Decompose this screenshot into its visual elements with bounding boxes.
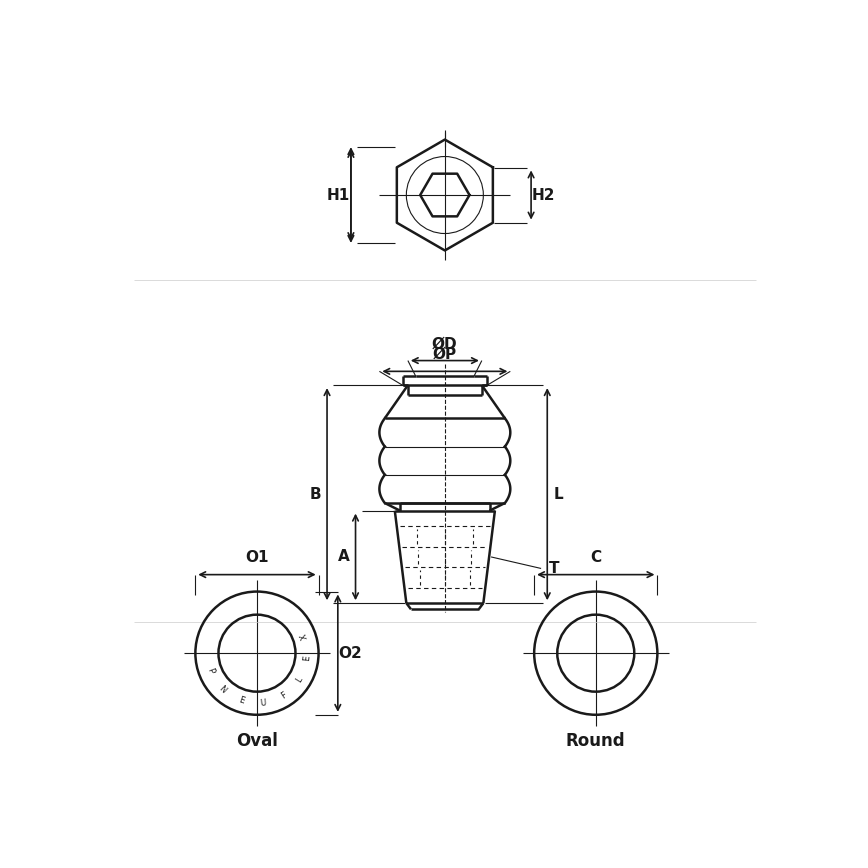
Text: F: F — [279, 690, 289, 700]
Text: ØD: ØD — [432, 336, 457, 352]
Text: T: T — [549, 561, 559, 576]
Text: L: L — [554, 487, 563, 502]
Text: B: B — [310, 487, 321, 502]
Text: A: A — [339, 549, 350, 564]
Text: Round: Round — [566, 732, 626, 750]
Text: E: E — [302, 655, 312, 661]
Text: X: X — [299, 632, 309, 641]
Text: Oval: Oval — [236, 732, 278, 750]
Text: N: N — [217, 684, 227, 694]
Text: P: P — [205, 667, 215, 674]
Text: O1: O1 — [246, 550, 269, 565]
Text: O2: O2 — [339, 646, 362, 661]
Text: H2: H2 — [532, 187, 556, 202]
Text: L: L — [294, 675, 305, 684]
Text: E: E — [237, 695, 245, 706]
Text: C: C — [590, 550, 602, 565]
Text: U: U — [260, 698, 266, 707]
Text: H1: H1 — [327, 187, 350, 202]
Text: ØP: ØP — [433, 347, 457, 362]
